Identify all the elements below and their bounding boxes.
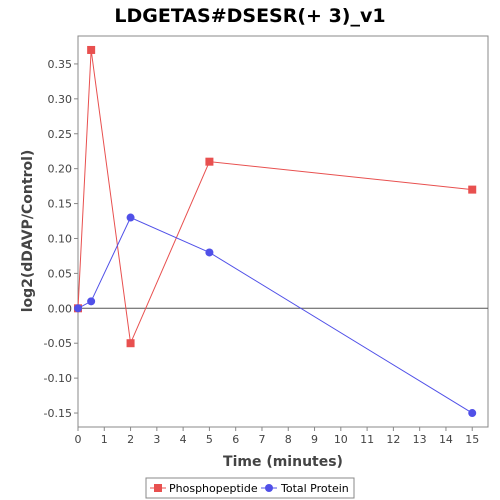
y-tick-label: 0.30 (48, 93, 73, 106)
x-tick-label: 11 (360, 433, 374, 446)
y-tick-label: 0.10 (48, 232, 73, 245)
data-point-square (205, 157, 214, 166)
x-tick-label: 10 (334, 433, 348, 446)
x-axis-title: Time (minutes) (223, 454, 343, 470)
x-tick-label: 6 (232, 433, 239, 446)
y-tick-label: 0.35 (48, 58, 73, 71)
x-tick-label: 13 (413, 433, 427, 446)
chart-title: LDGETAS#DSESR(+ 3)_v1 (114, 5, 385, 27)
x-tick-label: 8 (285, 433, 292, 446)
y-tick-label: 0.05 (48, 267, 73, 280)
y-axis-ticks: -0.15 -0.10 -0.05 0.00 0.05 0.10 0.15 0.20 0.25 0… (44, 58, 78, 420)
x-tick-label: 2 (127, 433, 134, 446)
data-point-circle (205, 248, 214, 257)
x-tick-label: 3 (153, 433, 160, 446)
legend: Phosphopeptide Total Protein (145, 477, 355, 499)
y-tick-label: 0.15 (48, 198, 73, 211)
x-tick-label: 9 (311, 433, 318, 446)
data-point-square (87, 45, 96, 54)
y-tick-label: 0.00 (48, 302, 73, 315)
data-point-square (126, 339, 135, 348)
x-tick-label: 12 (386, 433, 400, 446)
y-axis-title: log2(dDAVP/Control) (20, 150, 36, 313)
data-point-circle (126, 213, 135, 222)
legend-phospho-label: Phosphopeptide (169, 482, 258, 495)
legend-protein-label: Total Protein (280, 482, 349, 495)
x-tick-label: 1 (101, 433, 108, 446)
x-tick-label: 4 (180, 433, 187, 446)
x-tick-label: 7 (258, 433, 265, 446)
data-point-circle (74, 304, 82, 313)
plot-area (77, 35, 489, 428)
x-tick-label: 14 (439, 433, 453, 446)
x-tick-label: 5 (206, 433, 213, 446)
x-tick-label: 0 (75, 433, 82, 446)
y-tick-label: 0.20 (48, 163, 73, 176)
series-layer (74, 45, 477, 418)
y-tick-label: -0.15 (44, 407, 72, 420)
legend-protein-marker (265, 484, 273, 492)
data-point-circle (468, 409, 477, 418)
x-tick-label: 15 (465, 433, 479, 446)
y-tick-label: -0.05 (44, 337, 72, 350)
data-point-circle (87, 297, 96, 306)
data-point-square (468, 185, 477, 194)
legend-phospho-marker (154, 484, 162, 492)
y-tick-label: 0.25 (48, 128, 73, 141)
x-axis-ticks: 0 1 2 3 4 5 6 7 8 9 10 11 12 13 14 15 (75, 427, 479, 446)
y-tick-label: -0.10 (44, 372, 72, 385)
legend-box (145, 477, 355, 499)
